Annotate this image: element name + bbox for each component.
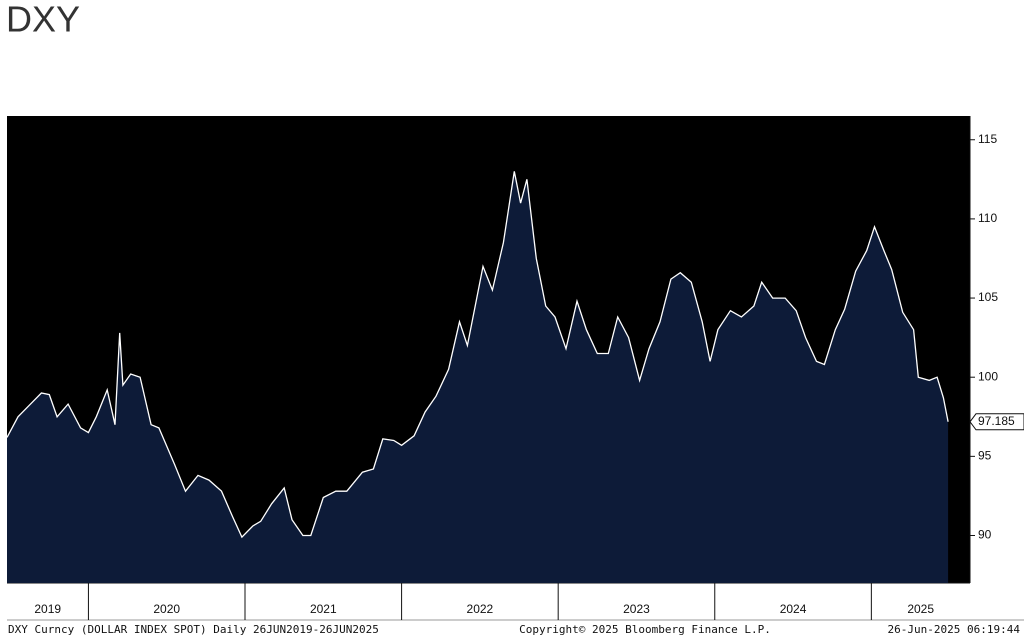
y-tick-label: 110 bbox=[978, 211, 997, 225]
last-price-label: 97.185 bbox=[978, 414, 1015, 428]
area bbox=[7, 171, 949, 583]
footer-left: DXY Curncy (DOLLAR INDEX SPOT) Daily 26J… bbox=[8, 623, 379, 636]
x-tick-label: 2023 bbox=[623, 602, 650, 616]
line bbox=[6, 171, 949, 539]
x-tick-label: 2022 bbox=[467, 602, 494, 616]
footer-right: 26-Jun-2025 06:19:44 bbox=[888, 623, 1021, 636]
chart-title: DXY bbox=[6, 0, 80, 40]
x-tick-label: 2024 bbox=[780, 602, 807, 616]
y-tick-label: 115 bbox=[978, 132, 997, 146]
y-tick-label: 100 bbox=[978, 369, 998, 383]
y-tick-label: 105 bbox=[978, 290, 998, 304]
y-tick-label: 90 bbox=[978, 528, 992, 542]
x-tick-label: 2025 bbox=[907, 602, 934, 616]
x-tick-label: 2020 bbox=[153, 602, 180, 616]
footer-center: Copyright© 2025 Bloomberg Finance L.P. bbox=[519, 623, 771, 636]
x-tick-label: 2021 bbox=[310, 602, 337, 616]
y-tick-label: 95 bbox=[978, 449, 992, 463]
last-price-tag bbox=[969, 413, 1024, 431]
x-tick-label: 2019 bbox=[34, 602, 61, 616]
